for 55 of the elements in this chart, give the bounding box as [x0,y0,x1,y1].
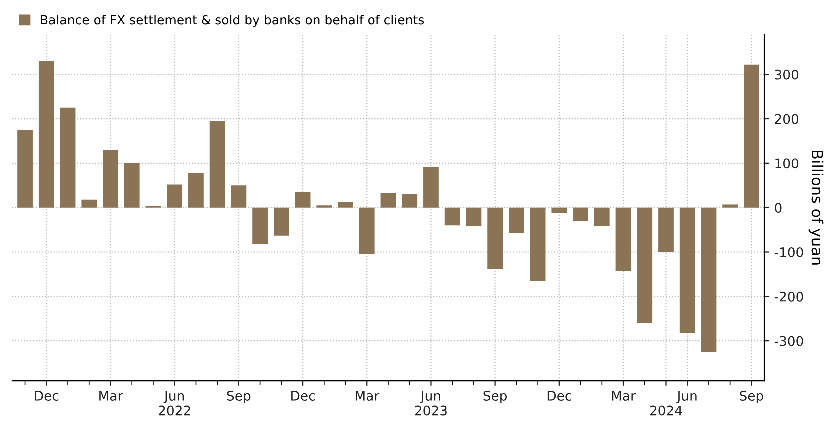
x-tick-label: Dec [548,391,572,401]
y-tick-label: 100 [776,158,799,169]
x-tick-label: Dec [35,391,59,401]
y-axis-title: Billions of yuan [808,151,824,265]
bar [103,150,118,208]
bar [231,186,247,208]
bar [488,208,504,270]
bar [38,61,54,208]
x-tick-label: Dec [292,391,315,401]
bar [573,208,588,222]
bar [18,130,33,208]
bar [701,208,717,352]
y-tick-label: 0 [775,203,782,214]
x-tick-label: Mar [356,391,380,401]
bar [508,208,524,234]
bar [637,208,653,324]
legend-label: Balance of FX settlement & sold by banks on behalf of clients [41,15,424,28]
bar [82,200,98,208]
bar [380,193,396,208]
x-tick-label: Jun [676,391,697,404]
bar [616,208,632,272]
bar [552,208,568,214]
bar [210,121,226,208]
bar [124,163,140,208]
bar [744,64,760,208]
x-tick-label: 2024 [650,406,682,416]
bar [295,192,311,208]
bar [359,208,375,254]
x-tick-label: Mar [100,391,124,401]
y-tick-label: -200 [774,292,804,302]
bar [402,194,418,208]
bar [658,208,674,252]
x-tick-label: Jun 2023 [415,391,447,416]
x-tick-label: Jun 2022 [159,391,190,416]
bar [188,173,204,208]
y-tick-label: -100 [774,247,804,258]
bar [252,208,268,244]
bar [680,208,696,334]
bar [444,208,460,226]
y-tick-label: 200 [775,114,799,124]
x-tick-label: Sep [740,390,764,404]
bar [594,208,610,226]
bar [466,208,482,226]
bar [530,208,546,282]
y-tick-label: 300 [775,70,799,80]
x-tick-label: Mar [612,391,636,401]
x-tick-label: Sep [227,390,251,404]
bar [338,202,354,208]
bar [424,166,439,208]
x-tick-label: Sep [484,390,508,404]
bar [167,184,183,208]
bar [60,108,76,208]
bar [722,204,738,208]
y-tick-label: -300 [774,336,804,346]
bar [274,208,290,236]
